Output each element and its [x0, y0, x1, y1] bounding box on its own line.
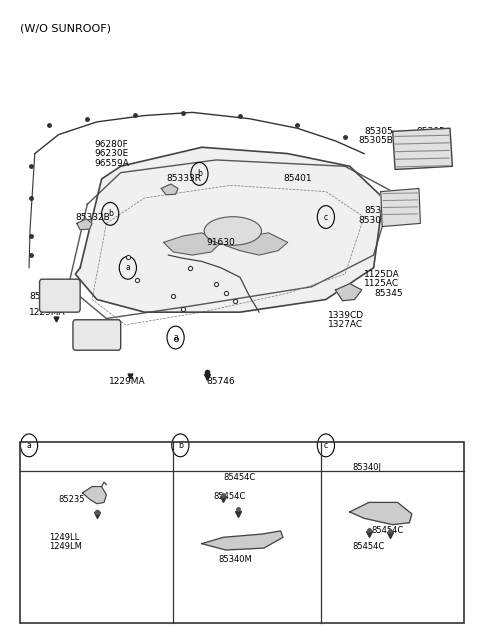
Text: 85401: 85401	[283, 175, 312, 183]
Text: 1249LM: 1249LM	[49, 542, 82, 551]
Text: 1327AC: 1327AC	[328, 320, 363, 329]
Text: 96559A: 96559A	[95, 159, 129, 168]
Text: 85305B: 85305B	[359, 136, 393, 145]
Text: b: b	[178, 441, 183, 450]
Text: 85202A: 85202A	[29, 292, 64, 301]
Text: 85333R: 85333R	[166, 175, 201, 183]
Polygon shape	[164, 233, 221, 255]
Text: a: a	[27, 441, 32, 450]
Text: 85235: 85235	[59, 495, 85, 504]
Text: a: a	[173, 333, 178, 342]
Text: 1229MA: 1229MA	[109, 377, 145, 387]
Text: 85746: 85746	[206, 377, 235, 387]
Polygon shape	[202, 531, 283, 550]
Text: 85305: 85305	[364, 206, 393, 215]
Ellipse shape	[204, 217, 262, 245]
Text: 85201A: 85201A	[82, 343, 116, 352]
Text: b: b	[197, 169, 202, 178]
Text: 96280F: 96280F	[95, 140, 128, 148]
Text: 85345: 85345	[374, 289, 403, 297]
Text: (W/O SUNROOF): (W/O SUNROOF)	[21, 24, 111, 34]
Text: 85332B: 85332B	[75, 213, 110, 222]
Text: 85454C: 85454C	[214, 492, 246, 501]
Text: 1125DA: 1125DA	[364, 269, 400, 278]
Polygon shape	[350, 503, 412, 525]
Text: c: c	[324, 213, 328, 222]
Text: 85305: 85305	[364, 127, 393, 136]
Text: 85305B: 85305B	[359, 216, 393, 225]
Polygon shape	[221, 233, 288, 255]
Polygon shape	[77, 219, 92, 230]
Polygon shape	[83, 487, 107, 504]
Text: 1249LL: 1249LL	[49, 533, 79, 542]
Text: 85454C: 85454C	[223, 473, 255, 482]
Polygon shape	[393, 128, 452, 169]
Polygon shape	[381, 189, 420, 227]
Text: 1229MA: 1229MA	[29, 308, 66, 317]
FancyBboxPatch shape	[73, 320, 120, 350]
Text: b: b	[108, 210, 113, 218]
Polygon shape	[75, 147, 383, 312]
Text: 96230E: 96230E	[95, 149, 129, 158]
Text: 1125AC: 1125AC	[364, 279, 399, 288]
Text: 85340M: 85340M	[218, 555, 252, 564]
FancyBboxPatch shape	[39, 279, 80, 312]
Text: 85454C: 85454C	[352, 542, 384, 551]
Polygon shape	[336, 283, 362, 301]
Text: 1339CD: 1339CD	[328, 311, 364, 320]
Polygon shape	[161, 184, 178, 195]
Text: 91630: 91630	[206, 238, 235, 247]
Text: 85340J: 85340J	[352, 463, 381, 472]
Text: c: c	[324, 441, 328, 450]
Text: 85454C: 85454C	[371, 526, 404, 536]
Text: 85305: 85305	[417, 127, 445, 136]
Text: a: a	[125, 263, 130, 272]
Bar	[21, 442, 464, 623]
